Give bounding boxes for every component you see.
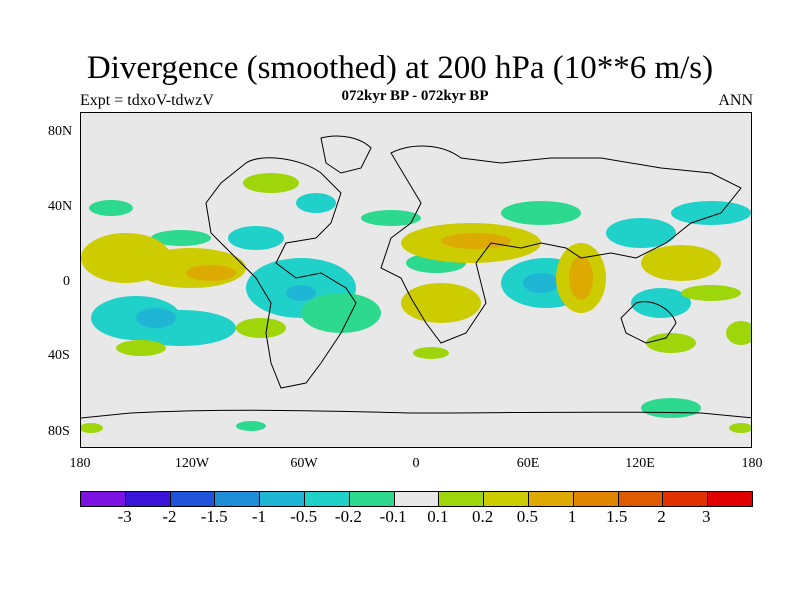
colorbar-label: 0.5 xyxy=(516,507,538,526)
colorbar-label: 0.1 xyxy=(427,507,449,526)
colorbar-swatch xyxy=(618,492,664,506)
colorbar-label: 1 xyxy=(567,507,577,526)
coastlines xyxy=(81,135,751,419)
colorbar-swatch xyxy=(304,492,350,506)
season-label: ANN xyxy=(718,92,753,109)
colorbar-swatch xyxy=(484,492,529,506)
colorbar-swatch xyxy=(708,492,752,506)
colorbar-swatch xyxy=(663,492,709,506)
lon-label-120e: 120E xyxy=(625,456,655,471)
colorbar xyxy=(80,491,753,507)
lon-label-60e: 60E xyxy=(516,456,540,471)
colorbar-swatch xyxy=(394,492,440,506)
colorbar-label: 3 xyxy=(702,507,711,526)
lon-label-0: 0 xyxy=(412,456,420,471)
colorbar-swatch xyxy=(528,492,574,506)
colorbar-label: -1 xyxy=(251,507,266,526)
colorbar-label: -1.5 xyxy=(200,507,228,526)
lat-label-80n: 80N xyxy=(48,124,73,139)
period-label: 072kyr BP - 072kyr BP xyxy=(341,88,489,104)
colorbar-swatch xyxy=(81,492,126,506)
colorbar-label: 0.2 xyxy=(471,507,494,526)
colorbar-swatch xyxy=(349,492,395,506)
colorbar-swatch xyxy=(573,492,619,506)
colorbar-label: 2 xyxy=(657,507,666,526)
colorbar-label: 1.5 xyxy=(606,507,628,526)
lat-label-80s: 80S xyxy=(48,424,70,439)
colorbar-swatch xyxy=(439,492,485,506)
lon-label-180e: 180 xyxy=(741,456,763,471)
experiment-label: Expt = tdxoV-tdwzV xyxy=(80,92,214,109)
lat-label-40n: 40N xyxy=(48,199,73,214)
map-plot-area xyxy=(80,112,752,448)
divergence-field xyxy=(81,135,751,433)
colorbar-label: -0.2 xyxy=(334,507,362,526)
colorbar-swatch xyxy=(170,492,216,506)
lon-label-60w: 60W xyxy=(290,456,318,471)
positive-divergence-areas xyxy=(81,173,751,433)
lon-label-180w: 180 xyxy=(69,456,91,471)
colorbar-label: -0.1 xyxy=(379,507,407,526)
lat-label-0: 0 xyxy=(63,274,70,289)
lat-label-40s: 40S xyxy=(48,348,70,363)
colorbar-label: -2 xyxy=(162,507,177,526)
colorbar-label: -0.5 xyxy=(290,507,318,526)
colorbar-swatch xyxy=(260,492,305,506)
map-title: Divergence (smoothed) at 200 hPa (10**6 … xyxy=(86,50,714,86)
colorbar-swatch xyxy=(125,492,171,506)
colorbar-label: -3 xyxy=(117,507,132,526)
lon-label-120w: 120W xyxy=(174,456,210,471)
colorbar-swatch xyxy=(215,492,261,506)
